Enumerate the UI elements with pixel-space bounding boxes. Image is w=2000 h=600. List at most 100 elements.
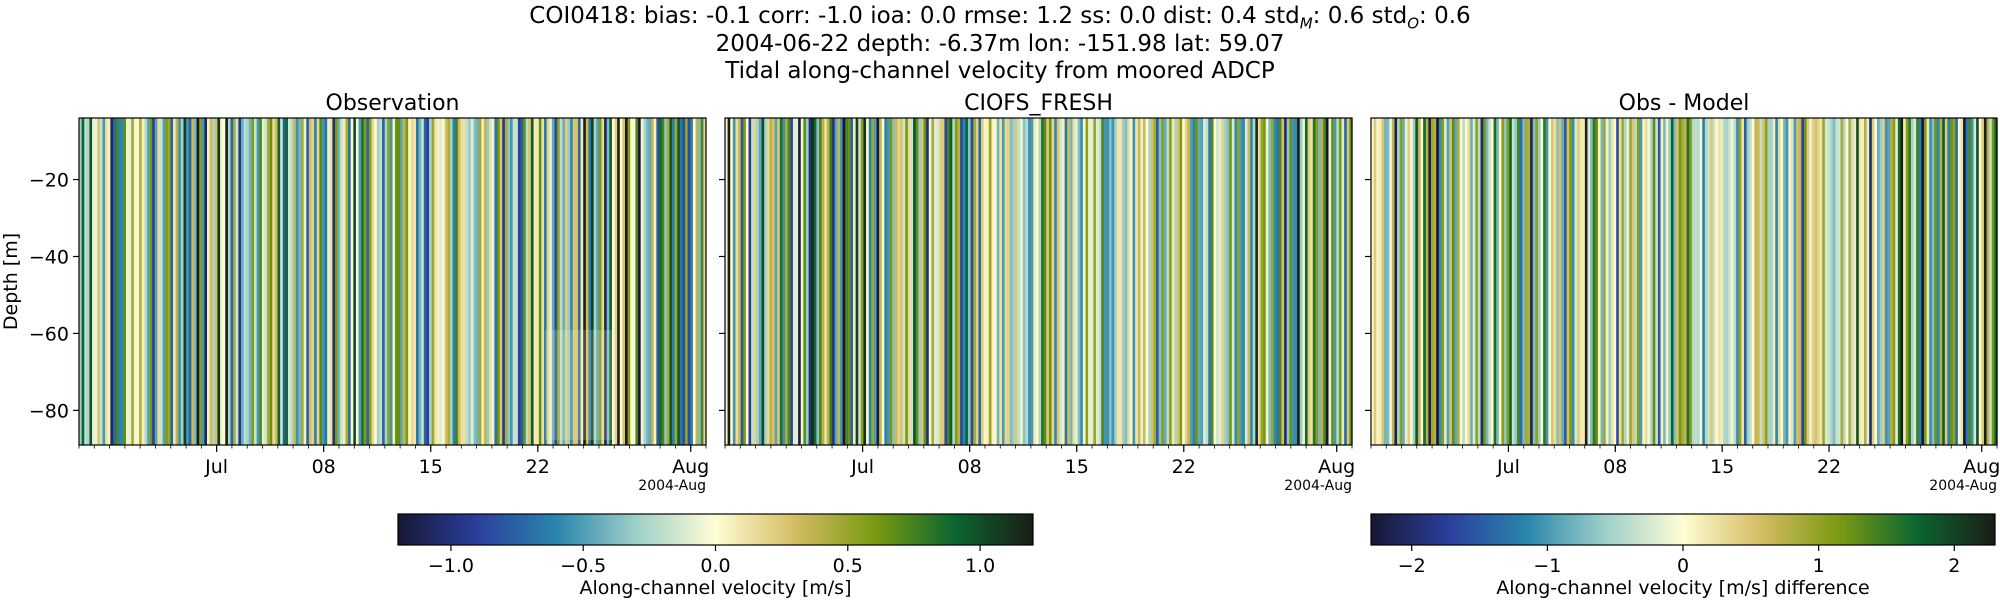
heatmap-stripe <box>1725 118 1729 445</box>
heatmap-stripe <box>449 118 454 445</box>
heatmap-stripe <box>170 118 174 445</box>
heatmap-stripe <box>1587 118 1591 445</box>
xtick-label: Aug <box>1318 456 1355 478</box>
heatmap-stripe <box>847 118 851 445</box>
heatmap-stripe <box>1840 118 1844 445</box>
heatmap-stripe <box>1020 118 1024 445</box>
heatmap-stripe <box>1921 118 1925 445</box>
heatmap-stripe <box>1433 118 1437 445</box>
heatmap-stripe <box>361 118 365 445</box>
heatmap-stripe <box>1710 118 1714 445</box>
heatmap-stripe <box>798 118 802 445</box>
heatmap-stripe <box>1618 118 1622 445</box>
heatmap-stripe <box>792 118 797 445</box>
heatmap-stripe <box>1986 118 1990 445</box>
heatmap-stripe <box>525 118 529 445</box>
heatmap-stripe <box>1660 118 1664 445</box>
heatmap-stripe <box>1420 118 1424 445</box>
heatmap-stripe <box>1213 118 1217 445</box>
heatmap-stripe <box>1561 118 1565 445</box>
heatmap-stripe <box>1918 118 1922 445</box>
heatmap-stripe <box>207 118 211 445</box>
heatmap-stripe <box>342 118 347 445</box>
heatmap-stripe <box>329 118 334 445</box>
heatmap-stripe <box>703 118 707 445</box>
heatmap-stripe <box>1116 118 1121 445</box>
heatmap-stripe <box>1830 118 1834 445</box>
heatmap-stripe <box>515 118 519 445</box>
heatmap-stripe <box>1801 118 1805 445</box>
heatmap-stripe <box>988 118 993 445</box>
heatmap-stripe <box>1158 118 1162 445</box>
heatmap-stripe <box>1048 118 1053 445</box>
heatmap-stripe <box>1809 118 1813 445</box>
heatmap-stripe <box>1947 118 1951 445</box>
heatmap-stripe <box>866 118 870 445</box>
heatmap-stripe <box>240 118 245 445</box>
heatmap-stripe <box>1900 118 1904 445</box>
figure-title-stats: COI0418: bias: -0.1 corr: -1.0 ioa: 0.0 … <box>529 3 1471 33</box>
heatmap-stripe <box>1302 118 1306 445</box>
heatmap-stripe <box>881 118 885 445</box>
heatmap-stripe <box>1631 118 1636 445</box>
heatmap-stripe <box>510 118 514 445</box>
heatmap-stripe <box>1085 118 1089 445</box>
heatmap-stripe <box>1312 118 1317 445</box>
heatmap-stripe <box>1850 118 1855 445</box>
heatmap-stripe <box>824 118 828 445</box>
heatmap-stripe <box>1574 118 1578 445</box>
heatmap-stripe <box>1890 118 1894 445</box>
heatmap-stripe <box>254 118 258 445</box>
heatmap-stripe <box>267 118 271 445</box>
heatmap-stripe <box>230 118 234 445</box>
heatmap-stripe <box>1239 118 1243 445</box>
heatmap-stripe <box>692 118 697 445</box>
heatmap-stripe <box>1384 118 1388 445</box>
heatmap-stripe <box>740 118 744 445</box>
heatmap-stripe <box>1822 118 1826 445</box>
heatmap-stripe <box>476 118 480 445</box>
heatmap-stripe <box>981 118 985 445</box>
heatmap-stripe <box>308 118 313 445</box>
heatmap-stripe <box>1223 118 1228 445</box>
colorbar-tick-label: −2 <box>1398 555 1426 577</box>
heatmap-stripe <box>1976 118 1980 445</box>
heatmap-stripe <box>1892 118 1896 445</box>
heatmap-stripe <box>426 118 430 445</box>
heatmap-stripe <box>1093 118 1097 445</box>
heatmap-stripe <box>1012 118 1016 445</box>
heatmap-stripe <box>1634 118 1638 445</box>
heatmap-stripe <box>112 118 117 445</box>
heatmap-stripe <box>1470 118 1474 445</box>
heatmap-stripe <box>1423 118 1427 445</box>
heatmap-stripe <box>886 118 891 445</box>
heatmap-stripe <box>1793 118 1797 445</box>
heatmap-stripe <box>611 118 616 445</box>
heatmap-stripe <box>1438 118 1443 445</box>
heatmap-stripe <box>1145 118 1149 445</box>
heatmap-stripe <box>1179 118 1183 445</box>
heatmap-stripe <box>285 118 289 445</box>
heatmap-stripe <box>1171 118 1175 445</box>
heatmap-stripe <box>447 118 451 445</box>
heatmap-stripe <box>1564 118 1568 445</box>
heatmap-stripe <box>256 118 260 445</box>
panel-title: Observation <box>326 91 460 116</box>
heatmap-stripe <box>507 118 511 445</box>
heatmap-stripe <box>1955 118 1959 445</box>
heatmap-stripe <box>1968 118 1972 445</box>
heatmap-stripe <box>813 118 818 445</box>
heatmap-stripe <box>1064 118 1068 445</box>
heatmap-stripe <box>259 118 263 445</box>
heatmap-stripe <box>1276 118 1280 445</box>
heatmap-stripe <box>1257 118 1262 445</box>
heatmap-stripe <box>1694 118 1698 445</box>
heatmap-stripe <box>1338 118 1343 445</box>
heatmap-stripe <box>293 118 297 445</box>
heatmap-stripe <box>879 118 883 445</box>
heatmap-stripe <box>1937 118 1941 445</box>
xtick-label: 15 <box>1710 456 1734 478</box>
heatmap-stripe <box>884 118 888 445</box>
heatmap-stripe <box>1824 118 1829 445</box>
heatmap-stripe <box>902 118 906 445</box>
